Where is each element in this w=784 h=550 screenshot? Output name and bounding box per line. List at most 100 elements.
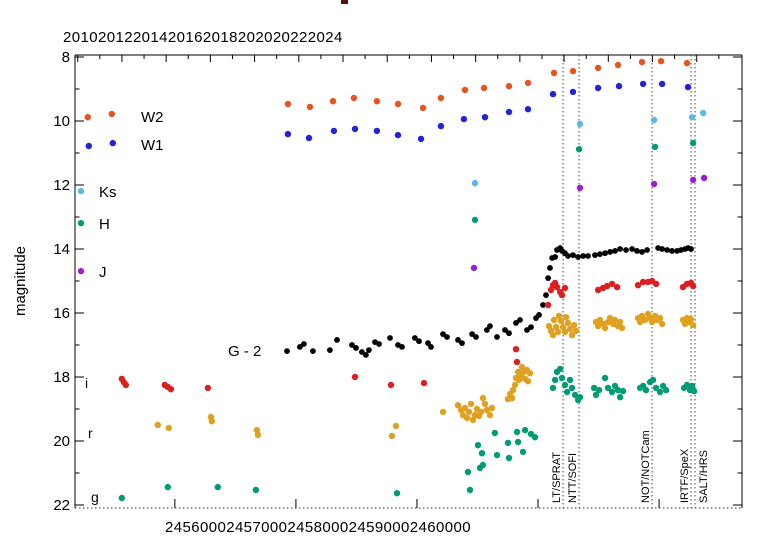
top-axis-year-labels: 20102012201420162018202020222024 (63, 29, 343, 46)
series-w2 (84, 58, 691, 121)
w2-point (524, 79, 532, 87)
r-point (511, 381, 519, 389)
g-2-point (517, 317, 523, 323)
legend-label-h: H (99, 216, 110, 233)
g-2-point (412, 335, 418, 341)
r-point (687, 315, 695, 323)
annotation-r-label: r (88, 425, 93, 441)
g-2-point (444, 334, 450, 340)
g-point (164, 483, 171, 491)
g-point (566, 376, 574, 384)
legend-marker-ks (77, 187, 85, 195)
g-point (464, 468, 472, 476)
w1-point (639, 80, 647, 88)
g-2-point (565, 253, 571, 259)
r-point (518, 363, 526, 371)
g-point (662, 386, 670, 394)
g-point (549, 384, 557, 392)
y-tick-label: 22 (53, 497, 70, 514)
r-point (616, 318, 624, 326)
r-point (570, 322, 578, 329)
g-2-point (664, 247, 670, 253)
w2-point (683, 59, 691, 67)
spectroscopy-epoch-label: NTT/SOFI (567, 453, 579, 503)
r-point (488, 404, 496, 412)
i-point (351, 373, 359, 381)
r-point (611, 316, 619, 324)
g-2-point (297, 344, 303, 350)
g-2-point (540, 302, 546, 308)
g-point (616, 394, 624, 401)
g-2-point (607, 249, 613, 255)
i-point (513, 358, 521, 366)
h-point (689, 139, 697, 147)
g-2-point (612, 248, 618, 254)
r-point (463, 414, 471, 422)
w2-point (594, 64, 602, 72)
annotation-g-label: g (91, 489, 99, 505)
r-point (465, 408, 473, 416)
w2-point (437, 94, 445, 102)
g-2-point (669, 248, 675, 254)
y-tick-label: 8 (62, 49, 70, 66)
series-h (471, 139, 697, 224)
w1-point (481, 114, 489, 121)
r-point (618, 324, 626, 332)
g-point (531, 434, 539, 441)
w2-point (329, 98, 337, 105)
w1-point (109, 139, 117, 147)
g-2-point (301, 341, 307, 347)
w2-point (419, 104, 427, 112)
g-2-point (634, 248, 640, 254)
w2-point (373, 98, 381, 105)
i-point (122, 381, 129, 389)
g-2-point (602, 250, 608, 257)
i-point (204, 384, 212, 392)
g-2-point (585, 253, 591, 259)
r-point (559, 323, 567, 331)
g-2-point (623, 247, 629, 253)
r-point (689, 322, 697, 329)
g-point (590, 384, 598, 392)
r-point (550, 316, 558, 324)
w2-point (550, 69, 558, 77)
j-point (689, 176, 697, 184)
g-2-point (644, 247, 650, 253)
w1-point (373, 127, 381, 135)
y-tick-label: 18 (53, 369, 70, 386)
r-point (568, 331, 576, 339)
r-point (165, 424, 172, 432)
series-g-2 (284, 245, 694, 358)
w2-point (84, 114, 92, 121)
g-point (595, 386, 603, 394)
g-2-point (416, 338, 422, 345)
w2-point (461, 86, 469, 94)
i-point (689, 282, 697, 290)
ks-point (471, 179, 479, 187)
r-point (641, 316, 649, 324)
g-2-point (528, 324, 534, 330)
i-point (553, 283, 561, 291)
r-point (254, 431, 262, 439)
legend-label-w1: W1 (141, 137, 164, 154)
y-tick-label: 12 (53, 177, 70, 194)
series-w1 (85, 80, 692, 150)
r-point (154, 421, 161, 429)
j-point (470, 264, 478, 272)
g-2-point (327, 347, 333, 353)
spectroscopy-epochs: LT/SPRAT NTT/SOFI NOT/NOTCam IRTF/SpeX SALT/… (551, 55, 710, 508)
g-point (474, 442, 482, 449)
w2-point (569, 67, 577, 75)
j-point (700, 174, 708, 182)
w2-point (614, 61, 622, 69)
g-point (619, 387, 627, 395)
r-point (658, 320, 666, 328)
r-point (552, 323, 560, 331)
r-point (208, 418, 216, 425)
g-point (558, 374, 566, 382)
j-point (576, 184, 584, 192)
j-point (650, 180, 658, 188)
g-2-point (334, 337, 340, 343)
g-point (649, 376, 657, 384)
w1-point (594, 84, 602, 92)
